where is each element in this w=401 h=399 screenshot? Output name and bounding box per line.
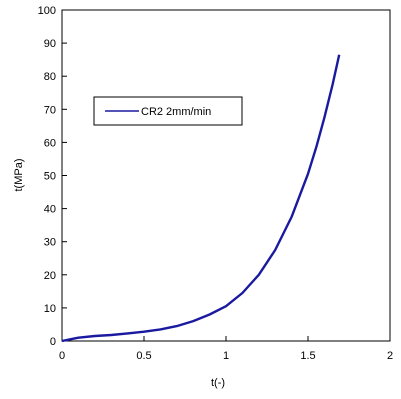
x-tick-label: 0 bbox=[59, 350, 65, 362]
y-axis-label: t(MPa) bbox=[13, 159, 25, 192]
y-tick-label: 30 bbox=[44, 237, 56, 249]
x-tick-label: 1.5 bbox=[300, 350, 315, 362]
series-line-0 bbox=[61, 54, 341, 343]
y-tick-label: 80 bbox=[44, 71, 56, 83]
y-tick-label: 50 bbox=[44, 171, 56, 183]
y-tick-label: 100 bbox=[38, 5, 56, 17]
legend-label: CR2 2mm/min bbox=[141, 106, 211, 118]
y-tick-label: 90 bbox=[44, 38, 56, 50]
y-axis: 0 10 20 30 40 50 60 70 80 90 100 bbox=[38, 5, 67, 348]
x-tick-label: 0.5 bbox=[136, 350, 151, 362]
y-tick-label: 40 bbox=[44, 204, 56, 216]
y-tick-label: 20 bbox=[44, 270, 56, 282]
y-tick-label: 0 bbox=[50, 336, 56, 348]
y-tick-label: 10 bbox=[44, 303, 56, 315]
legend: CR2 2mm/min bbox=[93, 96, 243, 126]
y-tick-label: 70 bbox=[44, 104, 56, 116]
plot-area bbox=[61, 9, 391, 342]
x-tick-label: 1 bbox=[223, 350, 229, 362]
x-axis: 0 0.5 1 1.5 2 bbox=[59, 336, 393, 362]
x-axis-label: t(-) bbox=[211, 377, 225, 389]
series-layer bbox=[61, 54, 341, 343]
x-tick-label: 2 bbox=[387, 350, 393, 362]
y-tick-label: 60 bbox=[44, 137, 56, 149]
